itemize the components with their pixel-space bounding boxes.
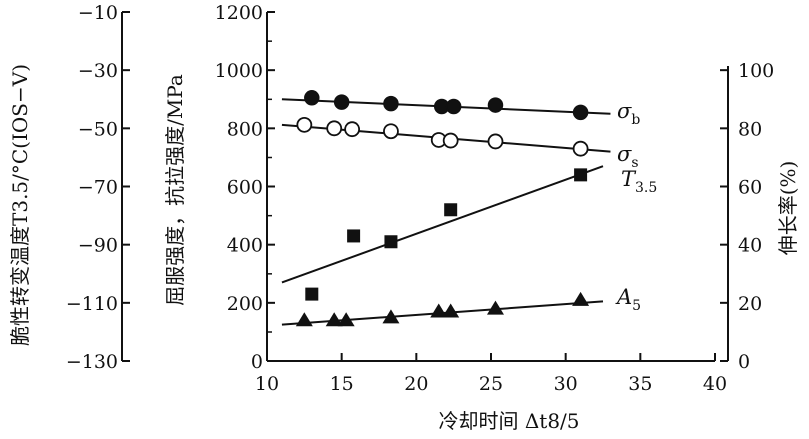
markers <box>295 90 590 327</box>
data-point-filled-square <box>574 168 588 182</box>
x-axis-title: 冷却时间 Δt8/5 <box>438 409 579 433</box>
inner-left-tick-label: 400 <box>227 235 263 257</box>
data-point-filled-triangle <box>430 303 448 318</box>
x-tick-label: 30 <box>554 373 578 395</box>
data-point-open-circle <box>572 140 589 157</box>
data-point-filled-triangle <box>295 312 313 327</box>
right-tick-label: 40 <box>738 235 762 257</box>
inner-left-axis-title: 屈服强度，抗拉强度/MPa <box>163 74 187 306</box>
x-tick-label: 25 <box>479 373 503 395</box>
right-axis-title: 伸长率(%) <box>776 161 800 256</box>
right-tick-label: 100 <box>738 60 774 82</box>
data-point-filled-triangle <box>325 312 343 327</box>
data-point-filled-square <box>347 229 361 243</box>
data-point-filled-square <box>444 203 458 217</box>
axis-titles: 冷却时间 Δt8/5 脆性转变温度T3.5/°C(IOS−V) 屈服强度，抗拉强度/… <box>8 64 800 433</box>
x-tick-label: 40 <box>703 373 727 395</box>
series-label-3: A5 <box>615 285 641 314</box>
x-tick-label: 10 <box>255 373 279 395</box>
data-point-filled-square <box>305 287 319 301</box>
inner-left-tick-label: 1200 <box>215 2 263 24</box>
outer-left-tick-label: −70 <box>78 177 118 199</box>
data-point-open-circle <box>296 116 313 133</box>
data-point-filled-triangle <box>486 300 504 315</box>
series-label-0: σb <box>617 99 640 128</box>
data-point-open-circle <box>442 132 459 149</box>
data-point-filled-circle <box>304 90 320 106</box>
ticks: 10 15 20 25 30 35 40120010008006004002000−10−3… <box>66 2 774 395</box>
series-label-2: T3.5 <box>621 167 657 196</box>
right-tick-label: 0 <box>738 351 750 373</box>
data-point-filled-square <box>384 235 398 249</box>
x-tick-label: 15 <box>330 373 354 395</box>
outer-left-tick-label: −30 <box>78 60 118 82</box>
data-point-open-circle <box>487 133 504 150</box>
fit-line-2 <box>281 165 604 284</box>
data-point-filled-triangle <box>572 291 590 306</box>
data-point-open-circle <box>383 123 399 140</box>
data-point-filled-circle <box>487 97 504 113</box>
inner-left-tick-label: 800 <box>227 118 263 140</box>
inner-left-tick-label: 600 <box>227 177 263 199</box>
outer-left-tick-label: −90 <box>78 235 118 257</box>
data-point-filled-circle <box>572 104 589 121</box>
right-tick-label: 80 <box>738 118 762 140</box>
x-tick-label: 35 <box>628 373 652 395</box>
series-label-1: σs <box>617 142 639 171</box>
data-point-open-circle <box>344 121 361 138</box>
data-point-filled-circle <box>333 94 350 110</box>
right-tick-label: 60 <box>738 177 762 199</box>
outer-left-axis-title: 脆性转变温度T3.5/°C(IOS−V) <box>8 64 32 346</box>
x-tick-label: 20 <box>404 373 428 395</box>
outer-left-tick-label: −10 <box>78 2 118 24</box>
data-point-filled-circle <box>383 95 399 112</box>
right-tick-label: 20 <box>738 293 762 315</box>
inner-left-tick-label: 0 <box>251 351 263 373</box>
outer-left-tick-label: −50 <box>78 118 118 140</box>
inner-left-tick-label: 1000 <box>215 60 263 82</box>
data-point-filled-triangle <box>442 303 460 318</box>
data-point-filled-triangle <box>337 312 355 327</box>
inner-left-tick-label: 200 <box>227 293 263 315</box>
data-point-filled-triangle <box>382 309 400 324</box>
data-point-open-circle <box>326 120 343 137</box>
outer-left-tick-label: −110 <box>66 293 118 315</box>
outer-left-tick-label: −130 <box>66 351 118 373</box>
data-point-filled-circle <box>445 98 462 115</box>
